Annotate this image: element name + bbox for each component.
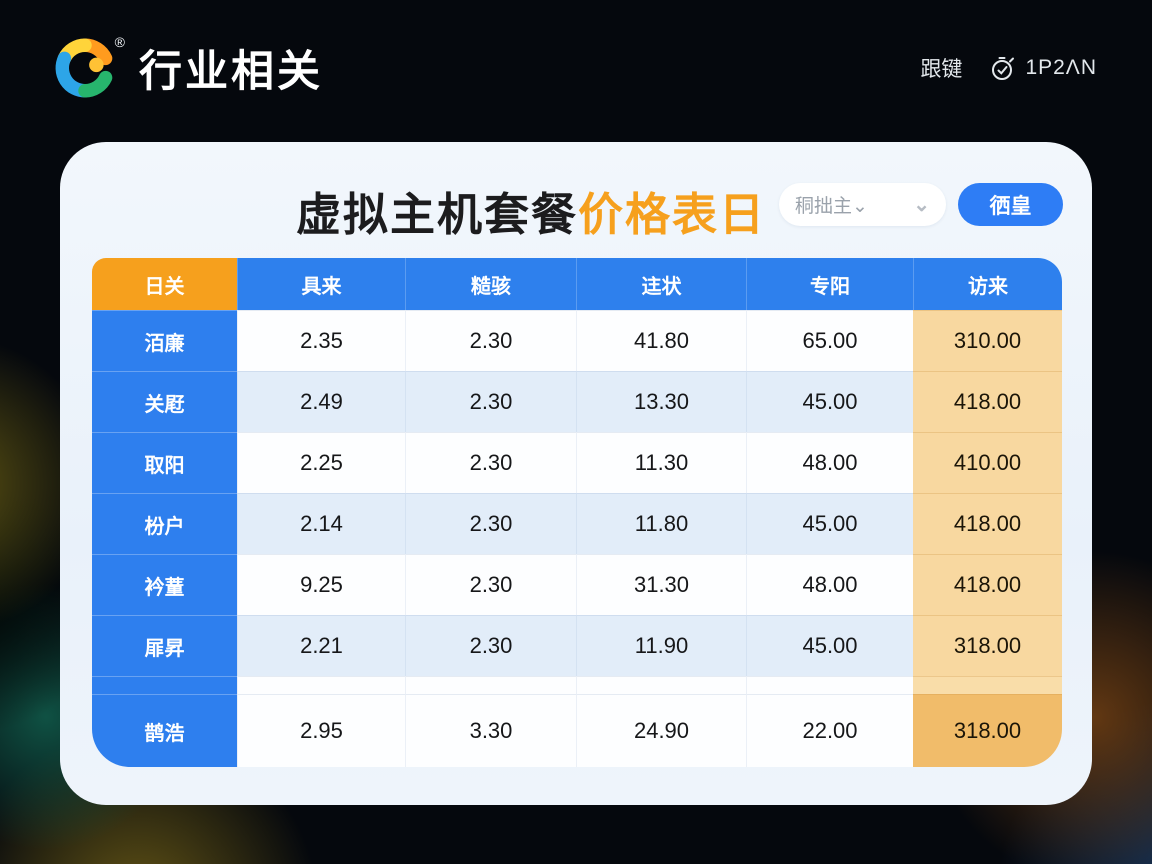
value-cell bbox=[237, 676, 405, 694]
value-cell: 9.25 bbox=[237, 554, 405, 615]
table-row: 取阳 2.25 2.30 11.30 48.00 410.00 bbox=[92, 432, 1062, 493]
value-cell: 48.00 bbox=[746, 432, 913, 493]
chevron-down-icon: ⌄ bbox=[913, 194, 930, 216]
table-row: 屝昇 2.21 2.30 11.90 45.00 318.00 bbox=[92, 615, 1062, 676]
price-cell: 318.00 bbox=[913, 615, 1062, 676]
pricing-table: 日关 具来 糙骇 迬状 专阳 访来 洦廉 2.35 2.30 41.80 65.00 310.00 关屘… bbox=[92, 258, 1062, 767]
registered-mark: ® bbox=[114, 34, 125, 50]
value-cell: 2.95 bbox=[237, 694, 405, 767]
brand-logo: ® bbox=[55, 34, 125, 98]
swirl-logo-icon bbox=[55, 38, 113, 98]
row-label: 鹊浩 bbox=[92, 694, 237, 767]
value-cell: 2.49 bbox=[237, 371, 405, 432]
value-cell: 2.30 bbox=[405, 432, 576, 493]
card-title: 虚拟主机套餐价格表日 bbox=[296, 178, 766, 243]
value-cell: 31.30 bbox=[576, 554, 746, 615]
row-label: 枌户 bbox=[92, 493, 237, 554]
value-cell bbox=[746, 676, 913, 694]
value-cell bbox=[405, 676, 576, 694]
action-button[interactable]: 徆皇 bbox=[958, 183, 1063, 226]
row-label: 衿蕫 bbox=[92, 554, 237, 615]
value-cell: 2.30 bbox=[405, 554, 576, 615]
table-row: 洦廉 2.35 2.30 41.80 65.00 310.00 bbox=[92, 310, 1062, 371]
row-label: 屝昇 bbox=[92, 615, 237, 676]
row-label bbox=[92, 676, 237, 694]
value-cell: 41.80 bbox=[576, 310, 746, 371]
price-cell: 418.00 bbox=[913, 371, 1062, 432]
card-title-highlight: 价格表日 bbox=[578, 189, 767, 240]
column-header: 糙骇 bbox=[405, 258, 576, 310]
column-header: 具来 bbox=[237, 258, 405, 310]
value-cell: 2.35 bbox=[237, 310, 405, 371]
value-cell bbox=[576, 676, 746, 694]
price-cell: 410.00 bbox=[913, 432, 1062, 493]
table-row: 鹊浩 2.95 3.30 24.90 22.00 318.00 bbox=[92, 694, 1062, 767]
value-cell: 45.00 bbox=[746, 371, 913, 432]
value-cell: 11.30 bbox=[576, 432, 746, 493]
column-header: 迬状 bbox=[576, 258, 746, 310]
price-cell: 318.00 bbox=[913, 694, 1062, 767]
column-header: 访来 bbox=[913, 258, 1062, 310]
row-label: 取阳 bbox=[92, 432, 237, 493]
table-row: 衿蕫 9.25 2.30 31.30 48.00 418.00 bbox=[92, 554, 1062, 615]
topbar: ® 行业相关 跟键 1P2ΛN bbox=[55, 34, 1097, 100]
value-cell: 65.00 bbox=[746, 310, 913, 371]
column-header-highlight: 日关 bbox=[92, 258, 237, 310]
stopwatch-icon bbox=[992, 57, 1015, 80]
filter-dropdown[interactable]: 秱拙主⌄ ⌄ bbox=[779, 183, 946, 226]
table-spacer-row bbox=[92, 676, 1062, 694]
value-cell: 3.30 bbox=[405, 694, 576, 767]
value-cell: 48.00 bbox=[746, 554, 913, 615]
value-cell: 2.25 bbox=[237, 432, 405, 493]
nav-link[interactable]: 跟键 bbox=[920, 58, 963, 81]
value-cell: 45.00 bbox=[746, 615, 913, 676]
price-cell: 310.00 bbox=[913, 310, 1062, 371]
value-cell: 13.30 bbox=[576, 371, 746, 432]
brand-title: 行业相关 bbox=[139, 48, 323, 96]
duration-text: 1P2ΛN bbox=[1025, 56, 1097, 79]
dropdown-value: 秱拙主⌄ bbox=[795, 196, 868, 217]
header-controls: 秱拙主⌄ ⌄ 徆皇 bbox=[779, 183, 1063, 226]
value-cell: 22.00 bbox=[746, 694, 913, 767]
price-cell: 418.00 bbox=[913, 554, 1062, 615]
value-cell: 2.30 bbox=[405, 310, 576, 371]
pricing-card: 虚拟主机套餐价格表日 秱拙主⌄ ⌄ 徆皇 日关 具来 糙骇 迬状 专阳 访来 洦廉 2.35 2… bbox=[60, 142, 1092, 805]
table-header-row: 日关 具来 糙骇 迬状 专阳 访来 bbox=[92, 258, 1062, 310]
value-cell: 45.00 bbox=[746, 493, 913, 554]
value-cell: 11.80 bbox=[576, 493, 746, 554]
card-header: 虚拟主机套餐价格表日 秱拙主⌄ ⌄ 徆皇 bbox=[60, 142, 1092, 258]
value-cell: 2.30 bbox=[405, 493, 576, 554]
price-cell bbox=[913, 676, 1062, 694]
row-label: 洦廉 bbox=[92, 310, 237, 371]
price-cell: 418.00 bbox=[913, 493, 1062, 554]
table-row: 枌户 2.14 2.30 11.80 45.00 418.00 bbox=[92, 493, 1062, 554]
duration-group: 1P2ΛN bbox=[990, 55, 1097, 81]
value-cell: 2.30 bbox=[405, 615, 576, 676]
value-cell: 2.30 bbox=[405, 371, 576, 432]
value-cell: 11.90 bbox=[576, 615, 746, 676]
card-title-main: 虚拟主机套餐 bbox=[296, 189, 579, 240]
row-label: 关屘 bbox=[92, 371, 237, 432]
value-cell: 24.90 bbox=[576, 694, 746, 767]
value-cell: 2.21 bbox=[237, 615, 405, 676]
column-header: 专阳 bbox=[746, 258, 913, 310]
value-cell: 2.14 bbox=[237, 493, 405, 554]
topbar-right: 跟键 1P2ΛN bbox=[920, 53, 1097, 83]
table-row: 关屘 2.49 2.30 13.30 45.00 418.00 bbox=[92, 371, 1062, 432]
